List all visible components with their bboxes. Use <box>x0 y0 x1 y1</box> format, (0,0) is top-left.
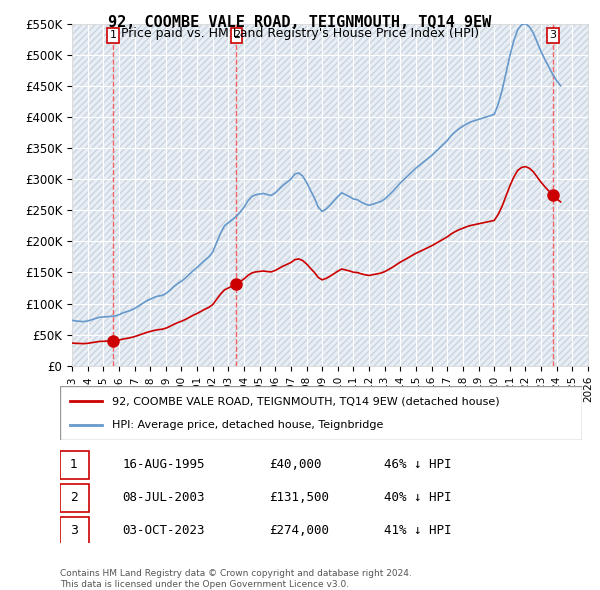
Text: 3: 3 <box>70 525 78 537</box>
Text: 1: 1 <box>70 458 78 471</box>
Text: 92, COOMBE VALE ROAD, TEIGNMOUTH, TQ14 9EW: 92, COOMBE VALE ROAD, TEIGNMOUTH, TQ14 9… <box>109 15 491 30</box>
Text: 46% ↓ HPI: 46% ↓ HPI <box>383 458 451 471</box>
Text: 2: 2 <box>70 491 78 504</box>
Text: 40% ↓ HPI: 40% ↓ HPI <box>383 491 451 504</box>
Text: 92, COOMBE VALE ROAD, TEIGNMOUTH, TQ14 9EW (detached house): 92, COOMBE VALE ROAD, TEIGNMOUTH, TQ14 9… <box>112 396 500 407</box>
Text: Price paid vs. HM Land Registry's House Price Index (HPI): Price paid vs. HM Land Registry's House … <box>121 27 479 40</box>
Text: Contains HM Land Registry data © Crown copyright and database right 2024.
This d: Contains HM Land Registry data © Crown c… <box>60 569 412 589</box>
Text: 16-AUG-1995: 16-AUG-1995 <box>122 458 205 471</box>
FancyBboxPatch shape <box>60 484 89 512</box>
Text: 08-JUL-2003: 08-JUL-2003 <box>122 491 205 504</box>
Text: £40,000: £40,000 <box>269 458 322 471</box>
FancyBboxPatch shape <box>60 386 582 440</box>
Text: 41% ↓ HPI: 41% ↓ HPI <box>383 525 451 537</box>
Text: £131,500: £131,500 <box>269 491 329 504</box>
Text: 2: 2 <box>233 31 240 41</box>
Text: £274,000: £274,000 <box>269 525 329 537</box>
Text: 1: 1 <box>109 31 116 41</box>
Text: 3: 3 <box>550 31 556 41</box>
FancyBboxPatch shape <box>60 517 89 545</box>
FancyBboxPatch shape <box>60 451 89 478</box>
Text: 03-OCT-2023: 03-OCT-2023 <box>122 525 205 537</box>
Text: HPI: Average price, detached house, Teignbridge: HPI: Average price, detached house, Teig… <box>112 419 383 430</box>
